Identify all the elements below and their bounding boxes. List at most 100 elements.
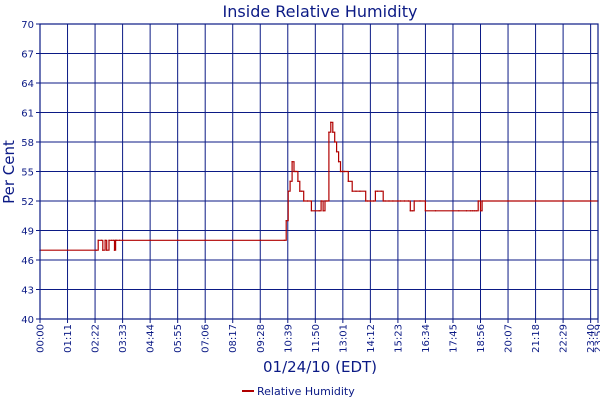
x-tick-label: 03:33 bbox=[118, 324, 129, 353]
y-tick-label: 58 bbox=[21, 138, 34, 149]
data-point bbox=[114, 239, 117, 241]
data-point bbox=[289, 180, 291, 182]
x-tick-label: 23:40 bbox=[586, 324, 597, 353]
x-tick-label: 23:59 bbox=[594, 324, 600, 353]
data-point bbox=[589, 200, 592, 202]
data-point bbox=[365, 200, 367, 202]
data-point bbox=[351, 190, 353, 192]
y-tick-label: 61 bbox=[21, 109, 34, 120]
data-point bbox=[347, 180, 349, 182]
data-point bbox=[419, 200, 421, 202]
x-tick-label: 11:50 bbox=[311, 324, 322, 353]
data-point bbox=[465, 210, 468, 212]
x-axis-label: 01/24/10 (EDT) bbox=[263, 358, 377, 376]
data-point bbox=[434, 210, 437, 212]
series-layer bbox=[39, 121, 599, 251]
data-point bbox=[293, 170, 295, 173]
data-point bbox=[388, 200, 390, 202]
y-tick-label: 43 bbox=[21, 286, 34, 297]
data-point bbox=[452, 210, 454, 212]
data-point bbox=[285, 220, 287, 222]
data-point bbox=[303, 200, 305, 202]
data-point bbox=[481, 200, 483, 202]
x-tick-label: 14:12 bbox=[366, 324, 377, 353]
x-tick-label: 08:17 bbox=[228, 324, 239, 353]
chart-title: Inside Relative Humidity bbox=[223, 2, 418, 21]
data-point bbox=[376, 190, 379, 192]
data-point bbox=[104, 239, 106, 241]
x-tick-labels: 00:00 01:11 02:22 03:33 04:44 05:55 07:06 08:17… bbox=[36, 324, 600, 353]
x-tick-label: 20:07 bbox=[504, 324, 515, 353]
data-point bbox=[534, 200, 537, 202]
data-point bbox=[232, 239, 234, 241]
data-point bbox=[343, 170, 346, 173]
data-point bbox=[507, 200, 509, 202]
data-point bbox=[310, 210, 313, 212]
data-point bbox=[399, 200, 402, 202]
data-point bbox=[108, 239, 110, 241]
data-point bbox=[397, 200, 399, 202]
data-point bbox=[113, 249, 116, 251]
y-tick-label: 46 bbox=[21, 256, 34, 267]
x-tick-label: 18:56 bbox=[476, 324, 487, 353]
data-point bbox=[314, 210, 316, 212]
data-point bbox=[359, 190, 361, 192]
data-point bbox=[369, 200, 372, 202]
x-tick-label: 13:01 bbox=[338, 324, 349, 353]
data-point bbox=[299, 190, 301, 192]
data-point bbox=[301, 190, 303, 192]
legend: Relative Humidity bbox=[242, 385, 355, 398]
data-point bbox=[334, 141, 336, 143]
x-tick-label: 02:22 bbox=[91, 324, 102, 353]
data-point bbox=[342, 170, 344, 173]
data-point bbox=[382, 200, 384, 202]
y-axis-label: Per Cent bbox=[0, 140, 18, 204]
legend-label: Relative Humidity bbox=[257, 385, 355, 398]
data-point bbox=[116, 239, 118, 241]
data-point bbox=[384, 200, 386, 202]
data-point bbox=[259, 239, 261, 241]
y-tick-label: 70 bbox=[21, 20, 34, 31]
data-point bbox=[318, 210, 320, 212]
data-point bbox=[328, 131, 330, 133]
x-tick-label: 17:45 bbox=[448, 324, 459, 353]
data-point bbox=[149, 239, 151, 241]
data-point bbox=[367, 200, 369, 202]
y-tick-label: 64 bbox=[21, 79, 34, 90]
data-point bbox=[95, 249, 97, 251]
x-tick-label: 00:00 bbox=[36, 324, 47, 353]
data-point bbox=[471, 210, 474, 212]
y-tick-label: 40 bbox=[21, 315, 34, 326]
data-point bbox=[295, 170, 297, 173]
data-point bbox=[473, 210, 475, 212]
data-point bbox=[291, 161, 293, 163]
x-tick-label: 22:29 bbox=[559, 324, 570, 353]
data-point bbox=[100, 239, 103, 241]
x-tick-label: 05:55 bbox=[173, 324, 184, 353]
data-point bbox=[324, 200, 326, 202]
data-point bbox=[392, 200, 394, 202]
data-point bbox=[297, 180, 299, 182]
y-tick-label: 67 bbox=[21, 50, 34, 61]
x-tick-label: 10:39 bbox=[283, 324, 294, 353]
x-tick-label: 21:18 bbox=[531, 324, 542, 353]
x-tick-label: 09:28 bbox=[256, 324, 267, 353]
data-point bbox=[283, 239, 285, 241]
x-tick-label: 16:34 bbox=[421, 324, 432, 353]
data-point bbox=[326, 200, 328, 202]
data-point bbox=[111, 239, 113, 241]
data-point bbox=[177, 239, 179, 241]
data-point bbox=[403, 200, 406, 202]
data-point bbox=[413, 200, 415, 202]
data-point bbox=[409, 210, 411, 212]
data-point bbox=[479, 210, 482, 212]
x-tick-label: 04:44 bbox=[146, 324, 157, 353]
y-tick-label: 49 bbox=[21, 227, 34, 238]
data-point bbox=[330, 121, 332, 124]
data-point bbox=[562, 200, 564, 202]
data-point bbox=[204, 239, 206, 241]
data-point bbox=[113, 239, 115, 241]
data-point bbox=[306, 200, 309, 202]
